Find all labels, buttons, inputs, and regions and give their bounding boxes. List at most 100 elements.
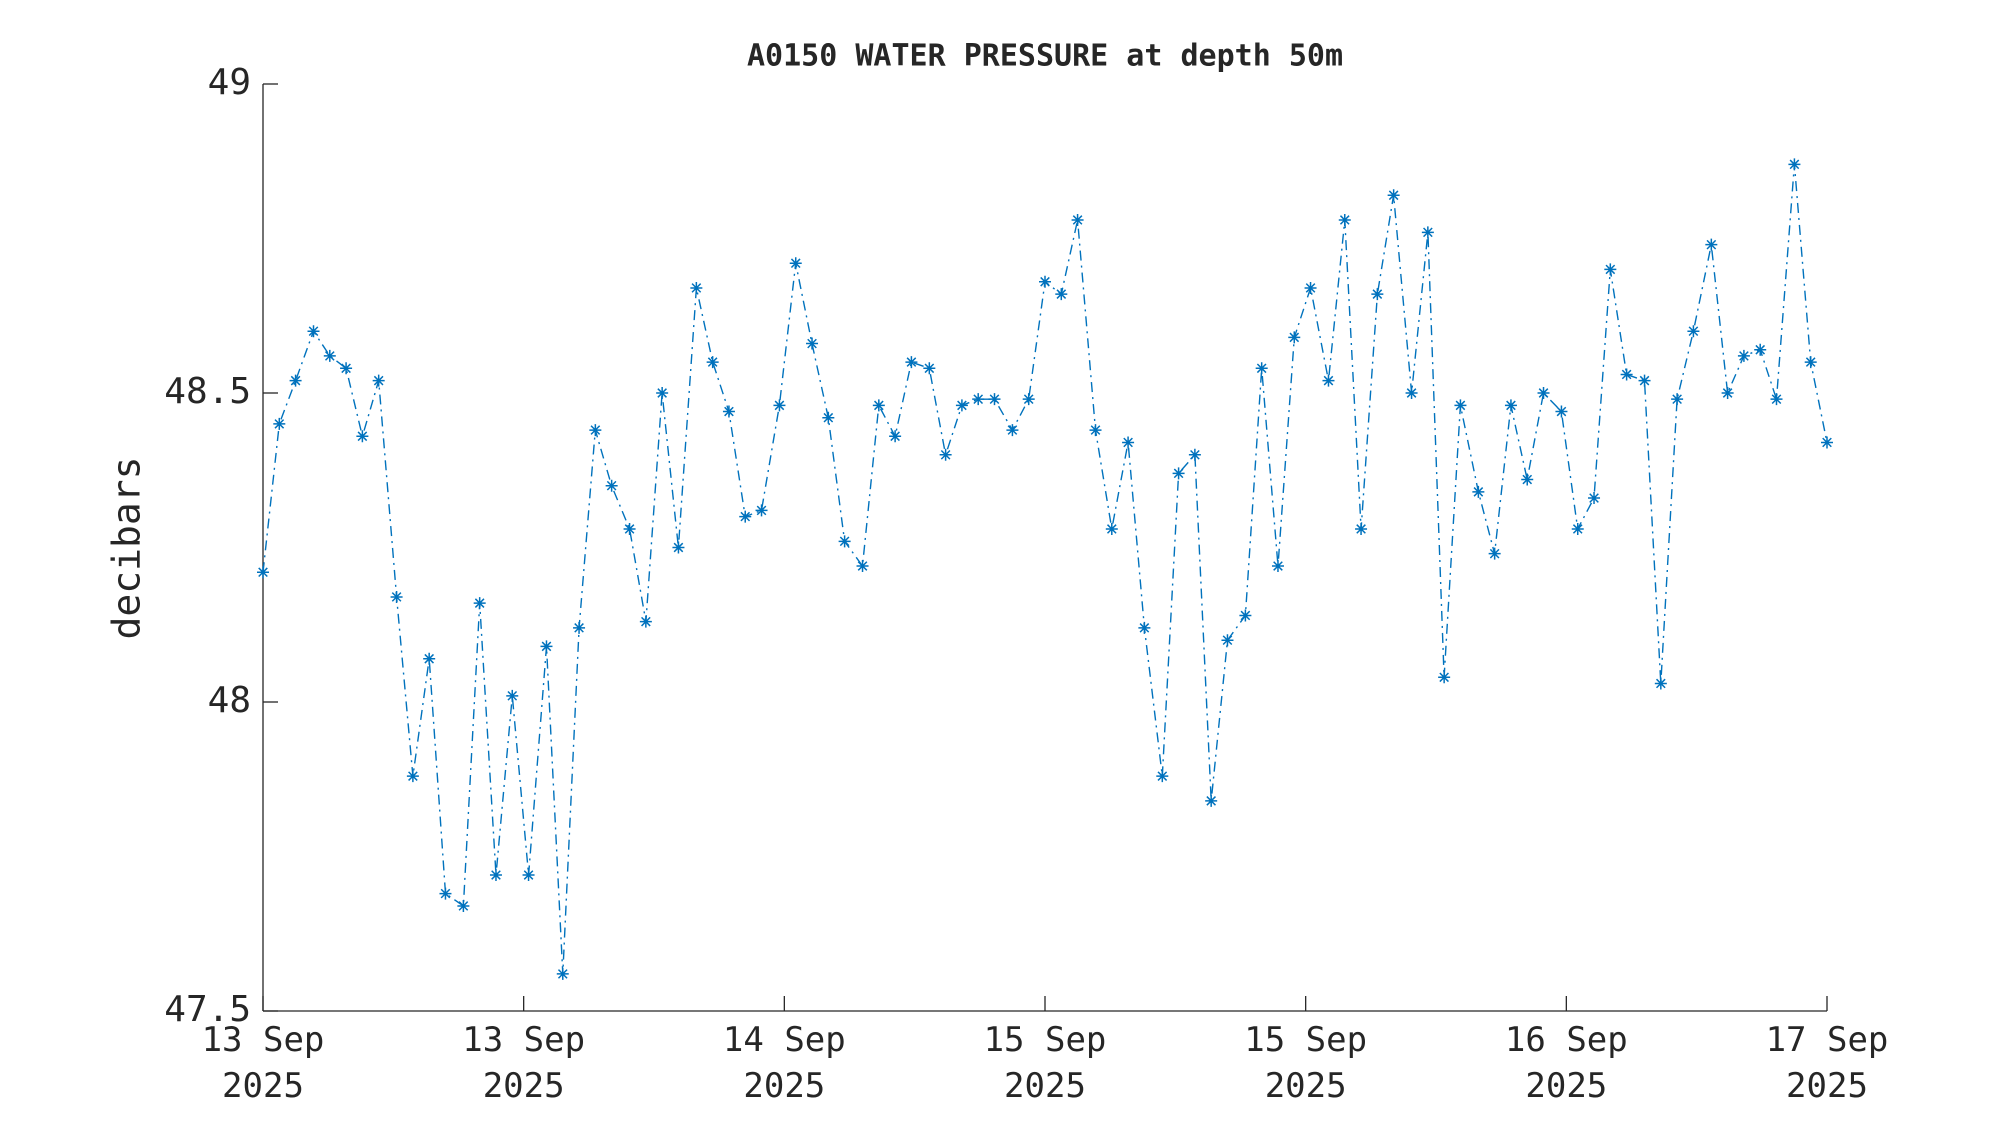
- data-marker: [1654, 677, 1667, 690]
- data-marker: [972, 393, 985, 406]
- data-marker: [639, 615, 652, 628]
- data-marker: [1355, 522, 1368, 535]
- data-marker: [273, 417, 286, 430]
- data-marker: [1221, 634, 1234, 647]
- data-marker: [1821, 436, 1833, 449]
- data-marker: [1620, 368, 1633, 381]
- data-marker: [1071, 213, 1084, 226]
- data-marker: [690, 281, 703, 294]
- data-marker: [1504, 399, 1517, 412]
- data-marker: [988, 393, 1001, 406]
- x-tick-label: 13 Sep 2025: [462, 1020, 586, 1106]
- data-marker: [506, 689, 519, 702]
- data-marker: [340, 362, 353, 375]
- data-marker: [1271, 560, 1284, 573]
- data-marker: [1105, 522, 1118, 535]
- data-marker: [706, 356, 719, 369]
- data-marker: [473, 597, 486, 610]
- data-marker: [1239, 609, 1252, 622]
- data-marker: [905, 356, 918, 369]
- data-marker: [856, 560, 869, 573]
- data-marker: [489, 869, 502, 882]
- data-marker: [755, 504, 768, 517]
- data-marker: [672, 541, 685, 554]
- data-marker: [1288, 331, 1301, 344]
- data-marker: [1022, 393, 1035, 406]
- data-marker: [573, 621, 586, 634]
- data-marker: [1687, 325, 1700, 338]
- data-marker: [1604, 263, 1617, 276]
- y-tick-label: 48: [208, 680, 251, 721]
- data-marker: [1571, 522, 1584, 535]
- data-marker: [889, 430, 902, 443]
- data-marker: [390, 590, 403, 603]
- data-marker: [289, 374, 302, 387]
- data-marker: [522, 869, 535, 882]
- data-marker: [1405, 387, 1418, 399]
- data-marker: [838, 535, 851, 548]
- data-marker: [722, 405, 735, 418]
- data-marker: [1705, 238, 1718, 251]
- data-marker: [1788, 158, 1801, 171]
- data-marker: [1371, 288, 1384, 301]
- y-tick-label: 47.5: [164, 989, 251, 1030]
- data-marker: [923, 362, 936, 375]
- data-marker: [323, 349, 336, 362]
- data-marker: [423, 652, 436, 665]
- data-marker: [739, 510, 752, 523]
- data-marker: [1039, 275, 1051, 288]
- data-marker: [589, 424, 602, 437]
- data-marker: [1721, 387, 1734, 399]
- data-marker: [307, 325, 320, 338]
- data-marker: [1188, 448, 1201, 461]
- data-marker: [540, 640, 553, 653]
- data-marker: [439, 887, 452, 900]
- data-marker: [257, 566, 269, 579]
- data-marker: [872, 399, 885, 412]
- data-marker: [822, 411, 835, 424]
- data-marker: [623, 522, 636, 535]
- data-marker: [406, 770, 419, 783]
- data-marker: [773, 399, 786, 412]
- data-marker: [1421, 226, 1434, 239]
- chart-title: A0150 WATER PRESSURE at depth 50m: [747, 39, 1343, 74]
- data-marker: [1537, 387, 1550, 399]
- data-marker: [1488, 547, 1501, 560]
- data-marker: [1521, 473, 1534, 486]
- data-marker: [1122, 436, 1135, 449]
- data-marker: [656, 387, 669, 399]
- data-marker: [605, 479, 618, 492]
- y-axis-label: decibars: [105, 456, 149, 639]
- data-marker: [1089, 424, 1102, 437]
- data-marker: [1737, 349, 1750, 362]
- x-tick-label: 14 Sep 2025: [722, 1020, 846, 1106]
- data-marker: [1322, 374, 1335, 387]
- data-marker: [1638, 374, 1651, 387]
- data-marker: [955, 399, 968, 412]
- data-marker: [1438, 671, 1451, 684]
- data-marker: [457, 899, 470, 912]
- data-marker: [789, 257, 802, 270]
- data-marker: [1138, 621, 1151, 634]
- data-marker: [806, 337, 819, 350]
- data-marker: [1304, 281, 1317, 294]
- data-marker: [372, 374, 385, 387]
- x-tick-label: 13 Sep 2025: [201, 1020, 325, 1106]
- y-tick-label: 48.5: [164, 371, 251, 412]
- y-tick-label: 49: [208, 62, 251, 103]
- data-marker: [1055, 288, 1068, 301]
- data-marker: [939, 448, 952, 461]
- data-marker: [1454, 399, 1467, 412]
- x-tick-label: 16 Sep 2025: [1504, 1020, 1628, 1106]
- x-tick-label: 15 Sep 2025: [983, 1020, 1107, 1106]
- x-tick-label: 17 Sep 2025: [1765, 1020, 1889, 1106]
- data-marker: [1754, 343, 1767, 356]
- data-marker: [1555, 405, 1568, 418]
- data-marker: [1804, 356, 1817, 369]
- data-marker: [1006, 424, 1019, 437]
- data-marker: [1338, 213, 1351, 226]
- data-marker: [1472, 485, 1485, 498]
- data-marker: [556, 967, 569, 980]
